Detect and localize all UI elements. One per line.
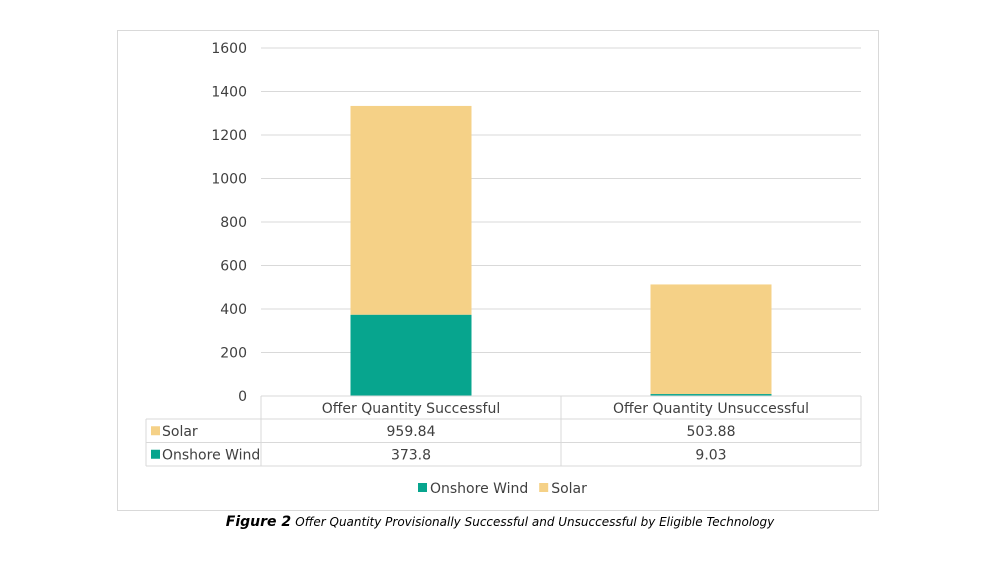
y-tick-label: 200 [220, 346, 247, 362]
y-tick-label: 400 [220, 302, 247, 318]
figure-caption: Figure 2 Offer Quantity Provisionally Su… [0, 514, 1000, 530]
table-legend-key [151, 449, 160, 459]
table-row-label: Onshore Wind [162, 447, 260, 463]
legend-key [539, 483, 549, 492]
table-cell-value: 9.03 [695, 447, 726, 463]
bar-onshore-wind [650, 394, 772, 396]
legend-label: Solar [551, 481, 587, 497]
bar-onshore-wind [350, 314, 472, 396]
legend-key [418, 483, 427, 492]
table-row-label: Solar [162, 424, 198, 440]
table-cell-value: 959.84 [387, 424, 436, 440]
category-label: Offer Quantity Successful [322, 401, 500, 417]
figure-caption-text: Offer Quantity Provisionally Successful … [295, 515, 775, 529]
figure-label: Figure 2 [225, 514, 292, 530]
table-cell-value: 503.88 [687, 424, 736, 440]
y-tick-label: 600 [220, 259, 247, 275]
table-legend-key [151, 426, 160, 436]
bar-solar [650, 284, 772, 395]
category-label: Offer Quantity Unsuccessful [613, 401, 809, 417]
y-tick-label: 1400 [211, 85, 247, 101]
y-tick-label: 800 [220, 215, 247, 231]
y-tick-label: 1000 [211, 172, 247, 188]
chart-container [117, 30, 879, 511]
bar-solar [350, 105, 472, 315]
y-tick-label: 0 [238, 389, 247, 405]
table-cell-value: 373.8 [391, 447, 431, 463]
y-tick-label: 1600 [211, 41, 247, 57]
legend-label: Onshore Wind [430, 481, 528, 497]
y-tick-label: 1200 [211, 128, 247, 144]
